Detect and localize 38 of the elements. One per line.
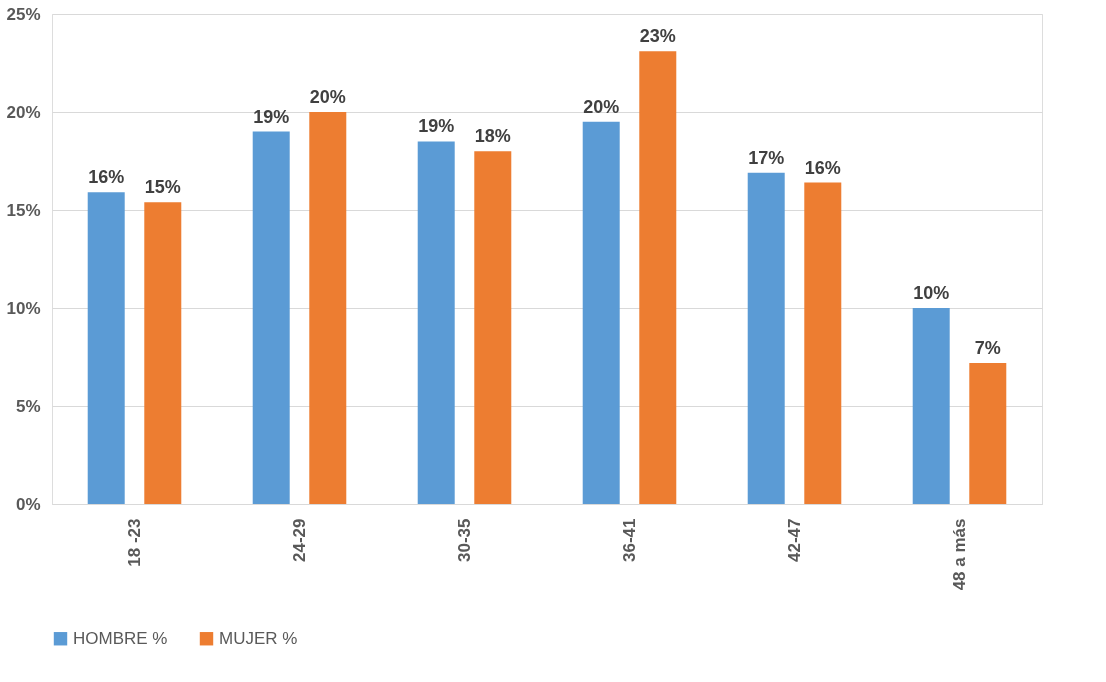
y-tick-label: 20% — [6, 102, 41, 122]
data-label: 10% — [913, 283, 950, 303]
data-label: 15% — [144, 177, 181, 198]
y-tick-label: 15% — [6, 200, 41, 220]
bar — [639, 51, 677, 504]
data-label: 20% — [309, 87, 346, 107]
x-tick-label: 18 -23 — [124, 518, 144, 567]
bar — [309, 112, 347, 504]
bar — [747, 172, 785, 504]
bar — [804, 182, 842, 504]
y-tick-label: 25% — [6, 4, 41, 24]
data-label: 23% — [639, 26, 676, 47]
data-label: 16% — [88, 167, 125, 188]
legend-label: MUJER % — [219, 628, 298, 648]
y-tick-label: 10% — [6, 298, 41, 318]
x-tick-label: 42-47 — [784, 518, 804, 562]
data-label: 16% — [804, 157, 841, 178]
bar — [144, 202, 182, 504]
y-tick-label: 5% — [15, 396, 41, 416]
bar — [969, 362, 1007, 504]
bar — [87, 192, 125, 504]
x-tick-label: 36-41 — [619, 518, 639, 562]
x-tick-label: 48 a más — [949, 518, 969, 591]
x-tick-label: 30-35 — [454, 518, 474, 562]
data-label: 7% — [974, 337, 1001, 358]
bar — [417, 141, 455, 504]
legend-label: HOMBRE % — [73, 628, 168, 648]
bar — [912, 308, 950, 504]
y-tick-label: 0% — [15, 494, 41, 514]
data-label: 17% — [748, 147, 785, 168]
bar — [582, 121, 620, 504]
bar — [474, 151, 512, 504]
data-label: 20% — [583, 96, 620, 117]
x-tick-label: 24-29 — [289, 518, 309, 562]
data-label: 19% — [418, 116, 455, 137]
data-label: 19% — [253, 106, 290, 127]
bar — [252, 131, 290, 504]
data-label: 18% — [474, 126, 511, 147]
